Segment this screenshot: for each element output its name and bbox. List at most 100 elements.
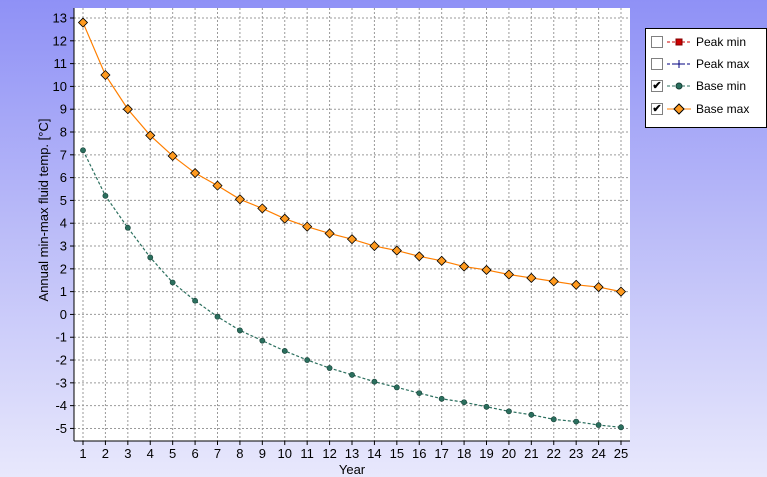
y-tick-label: 3 [60, 239, 67, 254]
data-point-base-min [573, 418, 580, 425]
x-tick-label: 17 [434, 446, 448, 461]
legend-swatch-peak-min [667, 38, 691, 46]
x-tick-label: 5 [169, 446, 176, 461]
data-point-base-min [124, 224, 131, 231]
data-point-base-min [281, 348, 288, 354]
legend-item-peak-min[interactable]: Peak min [646, 32, 766, 52]
x-tick-label: 13 [345, 446, 359, 461]
x-tick-label: 7 [214, 446, 221, 461]
data-point-base-max [503, 269, 514, 280]
data-point-base-max [526, 272, 537, 284]
data-point-base-min [393, 384, 400, 391]
data-point-base-max [167, 150, 178, 162]
legend-checkbox-base-min[interactable]: ✔ [651, 80, 663, 92]
data-point-base-min [416, 390, 423, 396]
y-tick-label: 7 [60, 147, 67, 162]
x-tick-label: 19 [479, 446, 493, 461]
data-point-base-min [102, 192, 109, 199]
legend-checkbox-peak-max[interactable] [651, 58, 663, 70]
y-tick-label: 5 [60, 193, 67, 208]
y-tick-label: 2 [60, 261, 67, 276]
y-tick-label: 10 [53, 79, 67, 94]
legend-item-base-min[interactable]: ✔ Base min [646, 76, 766, 96]
data-point-base-max [100, 69, 111, 81]
legend-swatch-peak-max [667, 60, 691, 68]
y-tick-label: 1 [60, 284, 67, 299]
legend-label-peak-max: Peak max [696, 57, 750, 71]
data-point-base-min [483, 403, 490, 410]
data-point-base-min [438, 395, 445, 402]
x-tick-label: 4 [147, 446, 154, 461]
x-tick-label: 14 [367, 446, 381, 461]
legend-label-peak-min: Peak min [696, 35, 747, 49]
legend-item-base-max[interactable]: ✔ Base max [646, 99, 766, 119]
x-tick-label: 6 [191, 446, 198, 461]
data-point-base-min [80, 147, 86, 154]
legend-swatch-base-min [667, 82, 691, 90]
data-point-base-max [481, 264, 492, 276]
x-tick-label: 20 [502, 446, 516, 461]
x-tick-label: 25 [614, 446, 628, 461]
data-point-base-min [461, 399, 467, 406]
x-tick-label: 24 [591, 446, 605, 461]
data-point-base-max [571, 279, 582, 290]
data-point-base-max [391, 245, 402, 256]
data-point-base-min [595, 422, 602, 428]
data-point-base-min [349, 371, 355, 378]
data-point-base-max [145, 130, 156, 141]
x-tick-label: 2 [102, 446, 109, 461]
data-point-base-min [326, 365, 333, 371]
y-axis-title: Annual min-max fluid temp. [°C] [36, 119, 51, 302]
data-point-base-min [192, 297, 198, 304]
data-point-base-min [550, 416, 557, 423]
x-tick-label: 16 [412, 446, 426, 461]
data-point-base-max [369, 240, 380, 252]
y-tick-label: 0 [60, 307, 67, 322]
legend-item-peak-max[interactable]: Peak max [646, 54, 766, 74]
data-point-base-min [237, 327, 243, 334]
data-point-base-min [147, 254, 154, 261]
y-tick-label: 13 [53, 11, 67, 26]
data-point-base-min [528, 411, 535, 418]
x-tick-label: 22 [547, 446, 561, 461]
x-tick-label: 1 [79, 446, 86, 461]
y-tick-label: -4 [55, 398, 67, 413]
x-tick-label: 12 [322, 446, 336, 461]
data-point-base-min [371, 378, 378, 385]
data-point-base-max [459, 261, 470, 272]
data-point-base-max [414, 251, 425, 262]
x-tick-label: 3 [124, 446, 131, 461]
legend-checkbox-base-max[interactable]: ✔ [651, 103, 663, 115]
x-tick-label: 23 [569, 446, 583, 461]
data-point-base-max [279, 213, 290, 224]
y-tick-label: 4 [60, 216, 67, 231]
x-tick-label: 10 [278, 446, 292, 461]
data-point-base-min [169, 279, 176, 286]
x-tick-label: 8 [236, 446, 243, 461]
data-point-base-max [122, 104, 133, 115]
data-point-base-max [77, 17, 89, 28]
data-point-base-max [234, 194, 245, 205]
legend-label-base-min: Base min [696, 79, 747, 93]
legend-swatch-base-max [667, 103, 691, 115]
data-point-base-min [506, 408, 512, 415]
data-point-base-max [257, 203, 268, 214]
x-axis-title: Year [339, 462, 366, 477]
y-tick-label: 11 [54, 56, 68, 71]
x-tick-label: 21 [524, 446, 538, 461]
y-tick-label: 9 [60, 102, 67, 117]
data-point-base-max [593, 282, 604, 293]
x-tick-label: 15 [390, 446, 404, 461]
x-tick-label: 11 [300, 446, 314, 461]
data-point-base-max [436, 255, 447, 266]
y-tick-label: -2 [55, 353, 67, 368]
legend-label-base-max: Base max [696, 102, 750, 116]
y-tick-label: 12 [53, 33, 67, 48]
y-tick-label: -3 [55, 375, 67, 390]
y-tick-label: -5 [55, 421, 67, 436]
chart-legend: Peak min Peak max ✔ Base min ✔ Base max [645, 28, 767, 128]
legend-checkbox-peak-min[interactable] [651, 36, 663, 48]
data-point-base-max [548, 276, 559, 287]
